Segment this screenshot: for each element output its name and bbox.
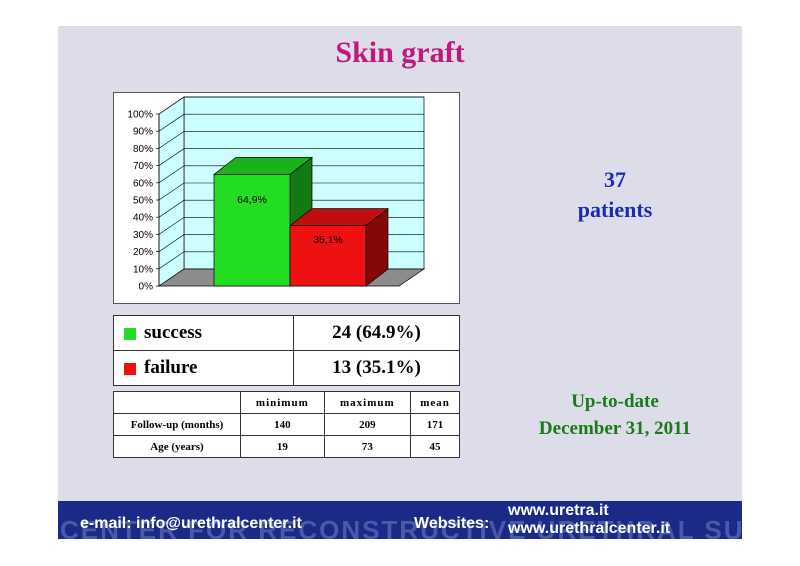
gridline — [158, 148, 424, 166]
y-tick-label: 90% — [133, 127, 153, 138]
slide-title: Skin graft — [335, 36, 465, 69]
update-date: December 31, 2011 — [538, 418, 692, 439]
gridline — [158, 131, 424, 149]
stats-table: minimum maximum mean Follow-up (months) … — [113, 391, 460, 458]
bar-chart: 0% 10% 20% 30% 40% 50% 60% 70% 80% 90% 100% 64,9% 35… — [113, 92, 460, 304]
patients-label: patients — [577, 197, 653, 222]
y-tick-label: 100% — [127, 110, 153, 121]
stats-header-maximum: maximum — [323, 391, 412, 414]
stats-row-label: Follow-up (months) — [113, 413, 241, 436]
stats-header-minimum: minimum — [240, 391, 325, 414]
stats-cell: 45 — [410, 435, 460, 458]
outcome-table: success 24 (64.9%) failure 13 (35.1%) — [113, 315, 460, 386]
bar-chart-svg: 0% 10% 20% 30% 40% 50% 60% 70% 80% 90% 100% 64,9% 35… — [127, 96, 426, 293]
success-swatch — [124, 327, 136, 340]
patients-summary: 37 patients — [530, 165, 700, 225]
outcome-value: 24 (64.9%) — [293, 315, 460, 351]
stats-header-empty — [113, 391, 241, 414]
stats-header-row: minimum maximum mean — [113, 391, 460, 414]
y-tick-label: 40% — [133, 213, 153, 224]
stats-header-mean: mean — [410, 391, 460, 414]
stats-row-label: Age (years) — [113, 435, 241, 458]
y-tick-label: 70% — [133, 161, 153, 172]
footer-email[interactable]: e-mail: info@urethralcenter.it — [80, 515, 302, 532]
footer-website-link[interactable]: www.uretra.it — [508, 502, 609, 519]
stats-row-age: Age (years) 19 73 45 — [113, 435, 460, 458]
stats-cell: 73 — [323, 435, 412, 458]
failure-swatch — [124, 362, 136, 375]
y-tick-label: 30% — [133, 230, 153, 241]
outcome-row-failure: failure 13 (35.1%) — [113, 350, 460, 386]
footer-watermark-text: CENTER FOR RECONSTRUCTIVE URETHRAL SURGE… — [60, 515, 742, 539]
data-label: 35,1% — [313, 234, 343, 246]
stats-cell: 171 — [410, 413, 460, 436]
update-line1: Up-to-date — [571, 391, 659, 412]
gridline — [158, 96, 424, 115]
bar-success — [213, 174, 291, 287]
footer-website-link[interactable]: www.urethralcenter.it — [508, 520, 671, 537]
stats-cell: 140 — [240, 413, 325, 436]
y-tick-label: 50% — [133, 196, 153, 207]
y-tick-label: 0% — [139, 282, 154, 293]
gridline — [158, 199, 424, 218]
patients-count: 37 — [604, 167, 626, 192]
outcome-row-success: success 24 (64.9%) — [113, 315, 460, 351]
outcome-label: failure — [144, 357, 198, 378]
stats-cell: 19 — [240, 435, 325, 458]
y-tick-label: 80% — [133, 144, 153, 155]
y-tick-label: 60% — [133, 178, 153, 189]
y-tick-label: 10% — [133, 264, 153, 275]
stats-cell: 209 — [323, 413, 412, 436]
gridline — [158, 182, 424, 201]
y-tick-label: 20% — [133, 247, 153, 258]
data-label: 64,9% — [237, 194, 267, 206]
stats-row-followup: Follow-up (months) 140 209 171 — [113, 413, 460, 436]
outcome-label: success — [144, 322, 203, 343]
footer-bar: CENTER FOR RECONSTRUCTIVE URETHRAL SURGE… — [58, 501, 742, 539]
gridline — [158, 113, 424, 132]
gridline — [158, 165, 424, 184]
outcome-value: 13 (35.1%) — [293, 350, 460, 386]
outcome-label-cell: success — [113, 315, 294, 351]
update-note: Up-to-date December 31, 2011 — [510, 388, 720, 442]
bar-failure — [289, 225, 367, 287]
footer-websites-label: Websites: — [414, 515, 490, 532]
outcome-label-cell: failure — [113, 350, 294, 386]
